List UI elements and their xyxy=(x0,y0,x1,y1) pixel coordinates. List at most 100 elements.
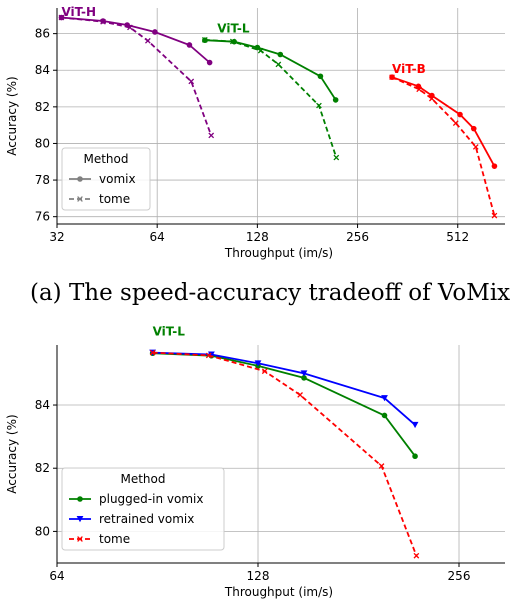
y-tick-label: 84 xyxy=(35,63,50,77)
data-point xyxy=(452,120,459,126)
data-point xyxy=(381,412,388,419)
legend: Method vomix tome xyxy=(61,147,151,211)
data-point xyxy=(100,18,106,25)
data-point xyxy=(491,163,498,169)
series-line xyxy=(391,76,496,167)
data-point xyxy=(186,42,193,48)
data-point xyxy=(300,370,308,377)
y-tick-label: 82 xyxy=(35,461,50,475)
data-point xyxy=(144,37,151,44)
data-point xyxy=(201,36,208,43)
data-point xyxy=(231,38,237,45)
x-tick-label: 64 xyxy=(150,230,165,244)
chart-1: 32 64 128 256 512 76 78 80 82 84 86 Throughput (im/… xyxy=(5,5,505,260)
data-point xyxy=(381,395,388,402)
series-line xyxy=(152,351,416,426)
data-point xyxy=(206,59,213,66)
x-axis-label: Throughput (im/s) xyxy=(224,246,333,260)
series-vit-l-tome xyxy=(201,36,340,161)
data-point xyxy=(127,24,133,31)
legend-label: vomix xyxy=(99,172,136,186)
data-point xyxy=(275,61,282,68)
y-axis-label: Accuracy (%) xyxy=(5,414,19,493)
y-tick-label: 80 xyxy=(35,524,50,538)
x-tick-label: 64 xyxy=(49,569,64,583)
x-tick-label: 256 xyxy=(448,569,471,583)
y-tick-label: 80 xyxy=(35,136,50,150)
series-retrained-vomix xyxy=(149,349,419,429)
chart-2: 64 128 256 80 82 84 Throughput (im/s) Accuracy … xyxy=(5,325,505,599)
legend-title: Method xyxy=(83,152,128,166)
group-label: ViT-L xyxy=(153,325,186,339)
data-point xyxy=(317,73,324,80)
data-point xyxy=(332,97,339,103)
group-label: ViT-B xyxy=(392,62,426,76)
legend-label: tome xyxy=(99,192,130,206)
legend-title: Method xyxy=(120,472,165,486)
series-vit-h-tome xyxy=(58,14,215,139)
data-point xyxy=(412,453,418,460)
legend-marker xyxy=(76,516,84,523)
data-point xyxy=(416,86,423,93)
legend-marker xyxy=(77,196,83,202)
legend-marker xyxy=(77,536,83,542)
data-point xyxy=(254,360,262,367)
legend-marker xyxy=(77,496,83,502)
data-point xyxy=(208,132,215,139)
data-point xyxy=(378,463,385,469)
data-point xyxy=(491,212,498,219)
data-point xyxy=(208,351,215,358)
data-point xyxy=(457,111,463,118)
y-tick-label: 84 xyxy=(35,398,50,412)
series-vit-b-vomix xyxy=(389,74,498,169)
series-line xyxy=(204,39,338,158)
series-tome xyxy=(149,349,420,559)
legend-box xyxy=(61,467,225,551)
x-tick-label: 32 xyxy=(49,230,64,244)
data-point xyxy=(333,154,340,161)
legend: Method plugged-in vomix retrained vomix tom… xyxy=(61,467,225,551)
data-point xyxy=(205,352,212,359)
legend-box xyxy=(61,147,151,211)
data-point xyxy=(152,29,158,35)
legend-label: plugged-in vomix xyxy=(99,492,203,506)
data-point xyxy=(188,78,195,85)
y-tick-label: 76 xyxy=(35,210,50,224)
y-axis-label: Accuracy (%) xyxy=(5,76,19,155)
data-point xyxy=(413,552,420,559)
series-line xyxy=(61,16,213,136)
series-line xyxy=(61,16,211,64)
y-tick-label: 86 xyxy=(35,27,50,41)
data-point xyxy=(470,125,477,132)
data-point xyxy=(149,349,156,356)
data-point xyxy=(301,375,307,381)
data-point xyxy=(277,51,284,58)
x-tick-label: 512 xyxy=(446,230,469,244)
data-point xyxy=(472,144,479,150)
figure-caption: (a) The speed-accuracy tradeoff of VoMix… xyxy=(30,280,510,306)
series-line xyxy=(152,351,418,557)
legend-label: tome xyxy=(99,532,130,546)
data-point xyxy=(428,95,435,102)
legend-label: retrained vomix xyxy=(99,512,194,526)
data-point xyxy=(411,421,419,429)
data-point xyxy=(316,102,322,109)
legend-marker xyxy=(77,176,83,182)
data-point xyxy=(389,74,395,81)
series-line xyxy=(391,76,496,216)
series-vit-h-vomix xyxy=(58,14,213,66)
x-tick-label: 256 xyxy=(346,230,369,244)
data-point xyxy=(257,47,264,54)
y-tick-label: 82 xyxy=(35,100,50,114)
series-vit-b-tome xyxy=(389,74,498,219)
x-axis-label: Throughput (im/s) xyxy=(224,585,333,599)
data-point xyxy=(58,14,65,21)
group-label: ViT-L xyxy=(217,22,250,36)
data-point xyxy=(261,368,268,375)
y-tick-label: 78 xyxy=(35,173,50,187)
data-point xyxy=(297,392,303,398)
group-label: ViT-H xyxy=(61,5,96,19)
x-tick-label: 128 xyxy=(246,230,269,244)
x-tick-label: 128 xyxy=(247,569,270,583)
